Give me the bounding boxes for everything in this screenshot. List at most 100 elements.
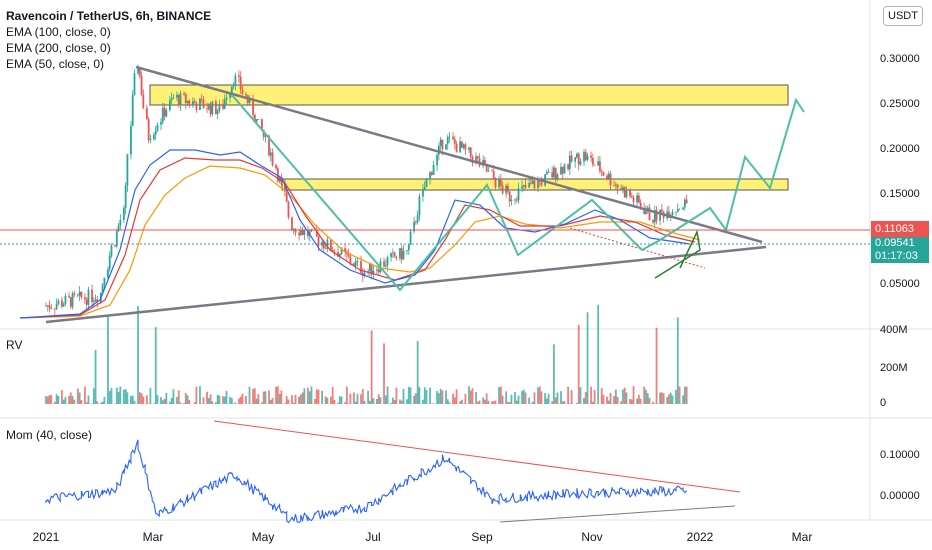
volume-bar (524, 392, 527, 404)
candle-body (301, 229, 304, 235)
volume-bar (202, 397, 205, 404)
candle-body (321, 241, 323, 246)
candle-body (636, 195, 638, 203)
candle-body (563, 164, 566, 174)
volume-bar (492, 401, 495, 404)
chart-title[interactable]: Ravencoin / TetherUS, 6h, BINANCE (6, 9, 212, 23)
currency-selector[interactable]: USDT (883, 6, 923, 26)
current-price-value: 0.09541 (875, 237, 915, 249)
candle-body (530, 182, 532, 184)
candle-body (383, 261, 385, 267)
volume-bar (140, 393, 143, 404)
candle-body (255, 119, 258, 123)
candle-body (138, 67, 141, 76)
volume-bar (264, 391, 267, 404)
volume-pane-label[interactable]: RV (6, 338, 23, 352)
volume-bars (45, 304, 688, 404)
volume-bar (94, 349, 97, 404)
volume-bar (425, 390, 428, 404)
volume-bar (579, 387, 582, 404)
volume-bar (71, 396, 74, 404)
candle-body (685, 199, 688, 203)
candle-body (287, 201, 290, 218)
candle-body (165, 109, 168, 117)
volume-bar (168, 401, 171, 404)
momentum-tick: 0.00000 (880, 490, 920, 502)
candle-body (349, 256, 352, 264)
volume-bar (469, 390, 472, 404)
candle-body (376, 269, 378, 271)
volume-bar (278, 393, 281, 404)
candle-body (540, 180, 543, 186)
volume-bar (515, 400, 518, 404)
volume-bar (209, 394, 212, 404)
candle-body (384, 265, 387, 267)
volume-bar (652, 401, 654, 404)
volume-bar (149, 387, 152, 404)
volume-bar (285, 396, 288, 404)
resistance-zone-upper[interactable] (149, 84, 789, 106)
candle-body (531, 180, 534, 184)
candle-body (616, 184, 619, 189)
candle-body (659, 209, 662, 221)
volume-bar (223, 396, 226, 404)
volume-bar (199, 386, 201, 404)
volume-bar (331, 386, 334, 404)
volume-bar (73, 399, 76, 404)
volume-bar (606, 396, 608, 404)
volume-bar (275, 386, 277, 404)
candle-body (418, 196, 421, 216)
volume-bar (475, 392, 477, 404)
volume-bar (78, 392, 81, 404)
projection-path[interactable] (231, 94, 805, 292)
volume-bar (308, 391, 311, 404)
candle-body (623, 187, 626, 198)
volume-bar (620, 401, 623, 404)
volume-bar (92, 388, 95, 404)
volume-bar (636, 398, 638, 404)
volume-bar (268, 390, 270, 404)
candle-body (193, 101, 196, 104)
time-label: Mar (791, 530, 813, 544)
candle-body (492, 171, 495, 179)
legend-ema-50[interactable]: EMA (50, close, 0) (6, 57, 105, 71)
volume-bar (597, 304, 600, 404)
candle-body (275, 164, 277, 169)
volume-bar (252, 388, 254, 404)
candle-body (510, 199, 513, 202)
volume-tick: 200M (880, 362, 908, 374)
candle-body (683, 199, 686, 208)
ascending-trendline[interactable] (45, 245, 767, 324)
legend-ema-100[interactable]: EMA (100, close, 0) (6, 25, 111, 39)
legend-ema-200[interactable]: EMA (200, close, 0) (6, 41, 111, 55)
volume-bar (675, 389, 677, 404)
candle-body (675, 211, 677, 213)
volume-bar (99, 402, 102, 404)
momentum-pane-label[interactable]: Mom (40, close) (6, 428, 93, 442)
volume-bar (560, 391, 562, 404)
candle-body (606, 175, 608, 179)
candle-body (331, 250, 334, 252)
candle-body (147, 119, 150, 141)
volume-bar (448, 402, 451, 404)
volume-bar (423, 387, 426, 404)
candle-body (422, 189, 424, 197)
candle-body (448, 136, 451, 138)
candle-body (76, 294, 79, 296)
volume-bar (662, 393, 665, 404)
candle-body (179, 93, 182, 106)
candle-body (191, 101, 194, 105)
candle-body (195, 103, 198, 111)
volume-bar (547, 393, 550, 404)
candle-body (528, 182, 531, 188)
volume-bar (446, 399, 449, 404)
candle-body (291, 217, 293, 231)
candle-body (262, 129, 265, 137)
descending-trendline[interactable] (135, 65, 763, 244)
candle-body (276, 168, 279, 182)
candle-body (402, 250, 405, 260)
volume-bar (600, 388, 603, 404)
volume-bar (521, 391, 523, 404)
volume-bar (262, 391, 265, 404)
